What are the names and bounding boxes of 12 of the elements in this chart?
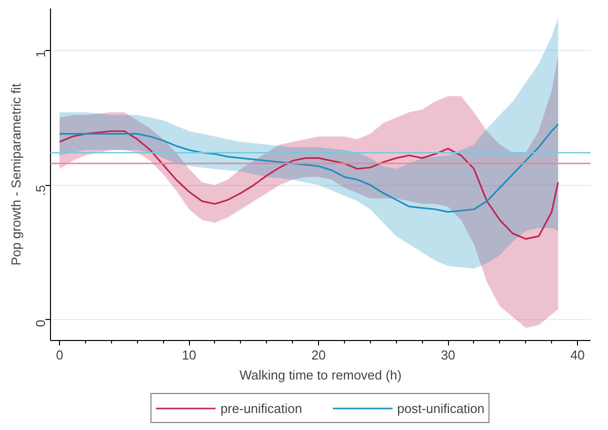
y-tick-label: 1 xyxy=(33,50,48,58)
x-tick-label: 20 xyxy=(311,348,326,362)
x-axis-title: Walking time to removed (h) xyxy=(239,368,402,382)
y-tick-label: 0 xyxy=(33,320,48,327)
x-tick-label: 10 xyxy=(182,348,196,362)
y-axis-title: Pop growth - Semiparametric fit xyxy=(8,83,24,266)
y-tick-label: .5 xyxy=(33,185,48,196)
legend-label: pre-unification xyxy=(220,400,302,416)
x-tick-label: 0 xyxy=(56,348,64,362)
x-tick-label: 40 xyxy=(570,348,585,362)
legend-label: post-unification xyxy=(397,400,485,416)
x-tick-label: 30 xyxy=(440,348,456,362)
